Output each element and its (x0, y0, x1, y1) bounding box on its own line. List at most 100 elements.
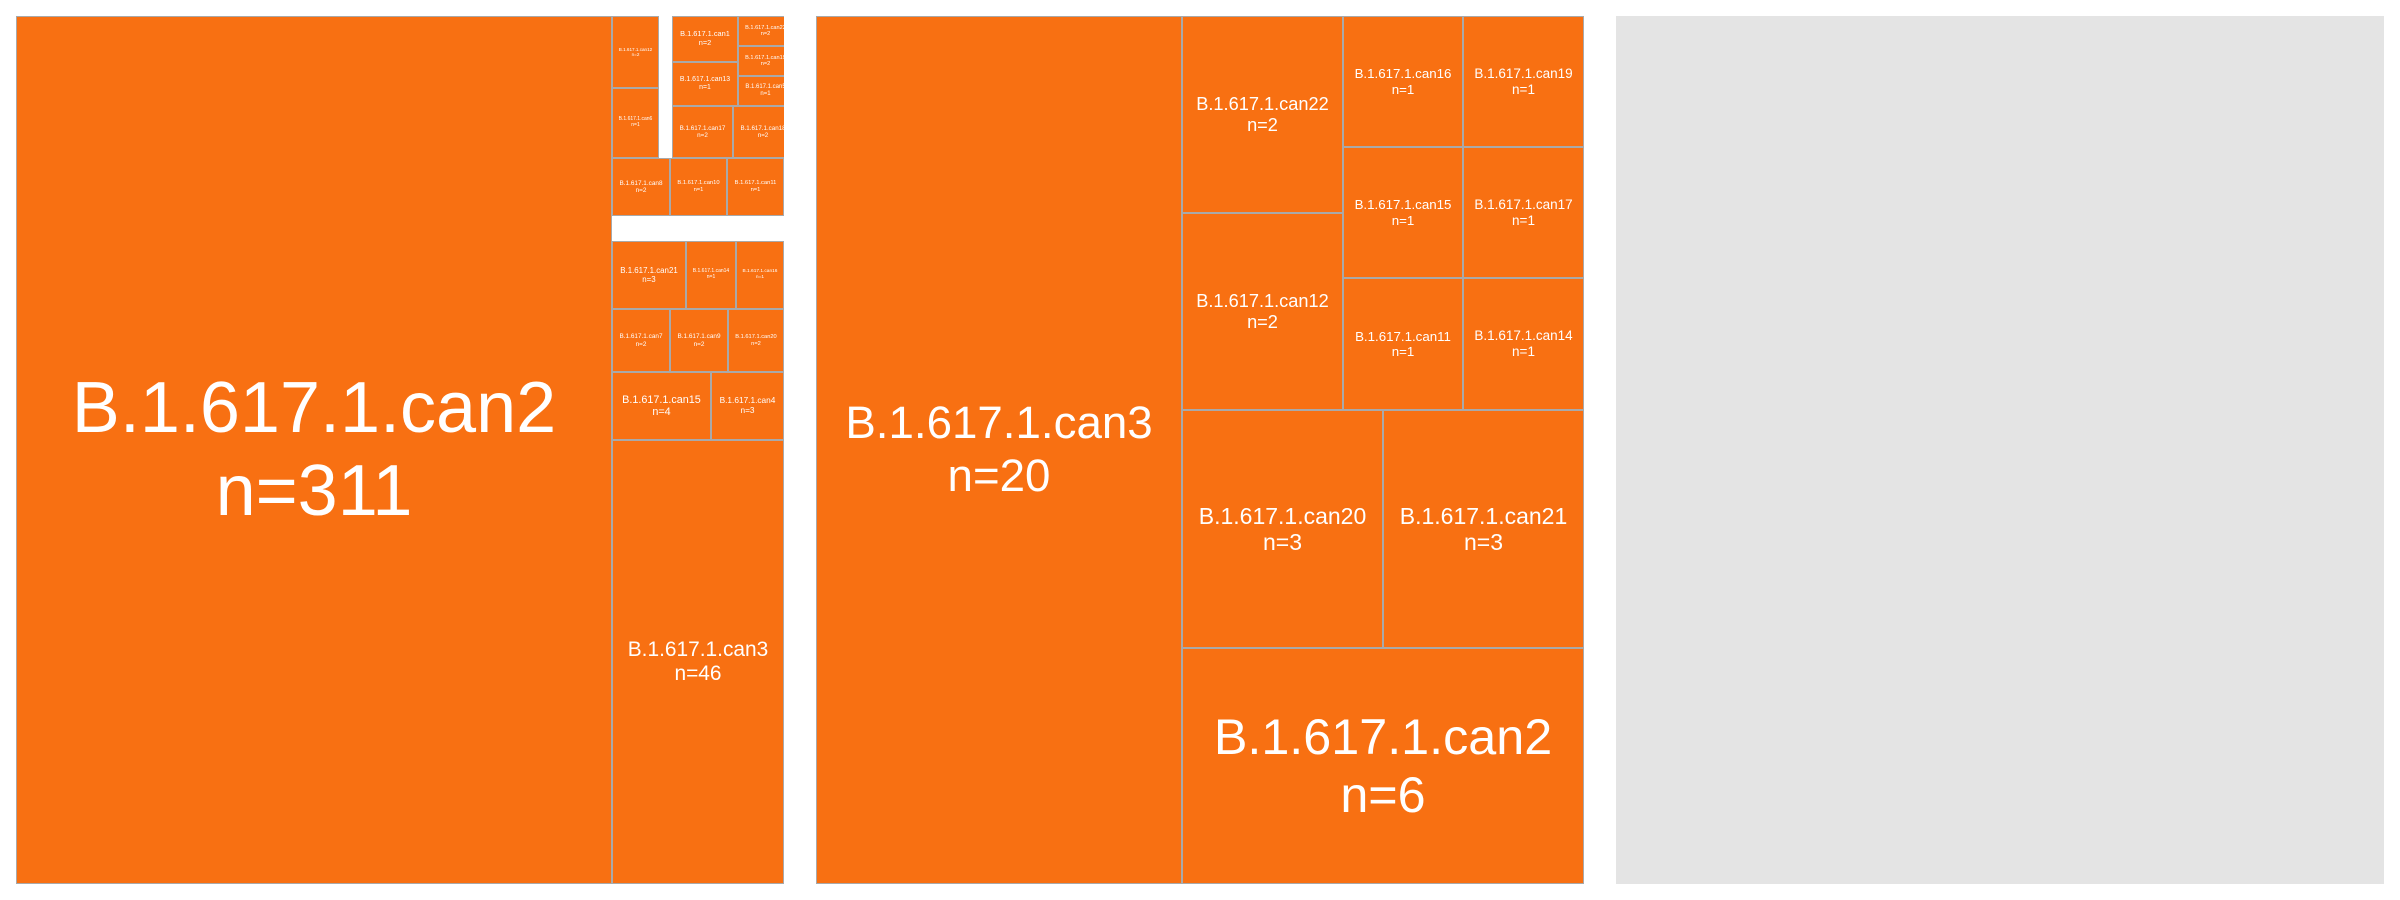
tile-label: B.1.617.1.can15 (622, 393, 701, 406)
tile-count: n=20 (947, 450, 1051, 501)
tile-label: B.1.617.1.can22 (1196, 93, 1329, 114)
tile-count: n=3 (642, 275, 656, 284)
treemap-tile: B.1.617.1.can1 n=2 (672, 16, 738, 62)
tile-label: B.1.617.1.can5 (745, 84, 784, 91)
tile-label: B.1.617.1.can21 (1399, 502, 1568, 529)
treemap-tile: B.1.617.1.can17 n=2 (672, 106, 733, 158)
tile-count: n=2 (1247, 114, 1278, 135)
treemap-tile: B.1.617.1.can14 n=1 (1463, 278, 1584, 410)
treemap-tile: B.1.617.1.can7 n=2 (612, 309, 670, 372)
tile-count: n=2 (635, 187, 647, 194)
tile-count: n=1 (750, 187, 761, 193)
treemap-panel-1: B.1.617.1.can2 n=311 B.1.617.1.can3 n=46 B.1… (16, 16, 784, 884)
treemap-tile: B.1.617.1.can22 n=2 (1182, 16, 1343, 213)
tile-label: B.1.617.1.can16 (1354, 66, 1452, 82)
treemap-tile: B.1.617.1.can16 n=1 (1343, 16, 1463, 147)
tile-label: B.1.617.1.can11 (1355, 328, 1451, 344)
treemap-tile: B.1.617.1.can15 n=4 (612, 372, 711, 440)
treemap-tile: B.1.617.1.can22 n=2 (738, 16, 784, 46)
tile-label: B.1.617.1.can19 (1474, 65, 1573, 81)
tile-label: B.1.617.1.can22 (745, 24, 784, 31)
treemap-tile: B.1.617.1.can20 n=2 (728, 309, 784, 372)
treemap-tile: B.1.617.1.can19 n=1 (1463, 16, 1584, 147)
treemap-tile: B.1.617.1.can3 n=20 (816, 16, 1182, 884)
treemap-tile: B.1.617.1.can2 n=6 (1182, 648, 1584, 884)
tile-count: n=1 (699, 84, 711, 91)
treemap-tile: B.1.617.1.can2 n=311 (16, 16, 612, 884)
tile-label: B.1.617.1.can13 (679, 76, 731, 84)
tile-count: n=2 (698, 38, 712, 47)
treemap-tile: B.1.617.1.can14 n=1 (686, 241, 736, 309)
tile-count: n=1 (1512, 344, 1535, 359)
tile-label: B.1.617.1.can16 (742, 269, 778, 275)
treemap-tile: B.1.617.1.can3 n=46 (612, 440, 784, 884)
tile-count: n=2 (631, 52, 640, 57)
treemap-tile: B.1.617.1.can6 n=1 (612, 88, 659, 158)
tile-label: B.1.617.1.can9 (677, 333, 721, 341)
tile-label: B.1.617.1.can6 (618, 116, 653, 123)
tile-count: n=2 (757, 132, 769, 139)
tile-label: B.1.617.1.can14 (1474, 328, 1573, 344)
treemap-tile: B.1.617.1.can17 n=1 (1463, 147, 1584, 278)
treemap-tile: B.1.617.1.can18 n=2 (733, 106, 784, 158)
treemap-tile: B.1.617.1.can11 n=1 (1343, 278, 1463, 410)
tile-label: B.1.617.1.can4 (719, 395, 776, 406)
tile-label: B.1.617.1.can11 (734, 180, 777, 187)
tile-count: n=2 (635, 340, 647, 348)
tile-count: n=46 (674, 662, 722, 685)
tile-count: n=1 (1391, 212, 1415, 228)
tile-count: n=1 (1512, 212, 1535, 228)
tile-label: B.1.617.1.can3 (845, 397, 1153, 449)
treemap-tile: B.1.617.1.can4 n=3 (711, 372, 784, 440)
treemap-tile: B.1.617.1.can8 n=2 (612, 158, 670, 216)
tile-count: n=2 (1247, 311, 1278, 332)
tile-count: n=1 (631, 122, 640, 128)
tile-label: B.1.617.1.can20 (735, 333, 777, 340)
treemap-tile: B.1.617.1.can12 n=2 (612, 16, 659, 88)
tile-count: n=1 (693, 187, 704, 193)
tile-count: n=1 (1391, 344, 1415, 359)
tile-label: B.1.617.1.can15 (1354, 197, 1452, 213)
tile-count: n=4 (652, 406, 671, 418)
tile-label: B.1.617.1.can12 (618, 46, 653, 52)
tile-label: B.1.617.1.can2 (71, 368, 557, 449)
tile-count: n=2 (760, 61, 771, 67)
tile-count: n=1 (755, 275, 765, 280)
tile-count: n=1 (1512, 81, 1535, 97)
tile-label: B.1.617.1.can18 (740, 124, 784, 132)
tile-label: B.1.617.1.can3 (627, 637, 769, 661)
tile-count: n=3 (740, 405, 755, 415)
tile-label: B.1.617.1.can8 (619, 179, 663, 187)
treemap-tile: B.1.617.1.can13 n=1 (672, 62, 738, 106)
tile-count: n=1 (1391, 81, 1415, 97)
treemap-tile: B.1.617.1.can19 n=2 (738, 46, 784, 76)
treemap-tile: B.1.617.1.can5 n=1 (738, 76, 784, 106)
treemap-tile: B.1.617.1.can21 n=3 (612, 241, 686, 309)
treemap-tile: B.1.617.1.can21 n=3 (1383, 410, 1584, 648)
treemap-tile: B.1.617.1.can11 n=1 (727, 158, 784, 216)
treemap-panel-3-empty (1616, 16, 2384, 884)
treemap-tile: B.1.617.1.can10 n=1 (670, 158, 727, 216)
tile-label: B.1.617.1.can17 (679, 124, 726, 132)
treemap-tile: B.1.617.1.can20 n=3 (1182, 410, 1383, 648)
tile-count: n=2 (751, 340, 761, 347)
tile-label: B.1.617.1.can10 (677, 180, 720, 187)
treemap-tile: B.1.617.1.can16 n=1 (736, 241, 784, 309)
tile-count: n=1 (706, 274, 716, 280)
tile-label: B.1.617.1.can7 (619, 333, 663, 341)
tile-label: B.1.617.1.can17 (1474, 196, 1573, 212)
tile-label: B.1.617.1.can21 (620, 265, 678, 275)
tile-count: n=2 (693, 340, 705, 348)
tile-count: n=2 (760, 31, 771, 37)
tile-label: B.1.617.1.can1 (680, 29, 730, 39)
tile-count: n=311 (215, 451, 413, 531)
tile-label: B.1.617.1.can20 (1198, 502, 1367, 529)
treemap-tile: B.1.617.1.can12 n=2 (1182, 213, 1343, 410)
tile-count: n=3 (1262, 529, 1302, 555)
tile-count: n=3 (1463, 529, 1503, 555)
treemap-tile: B.1.617.1.can15 n=1 (1343, 147, 1463, 278)
tile-label: B.1.617.1.can14 (692, 268, 730, 275)
treemap-tile: B.1.617.1.can9 n=2 (670, 309, 728, 372)
tile-label: B.1.617.1.can12 (1196, 290, 1329, 311)
